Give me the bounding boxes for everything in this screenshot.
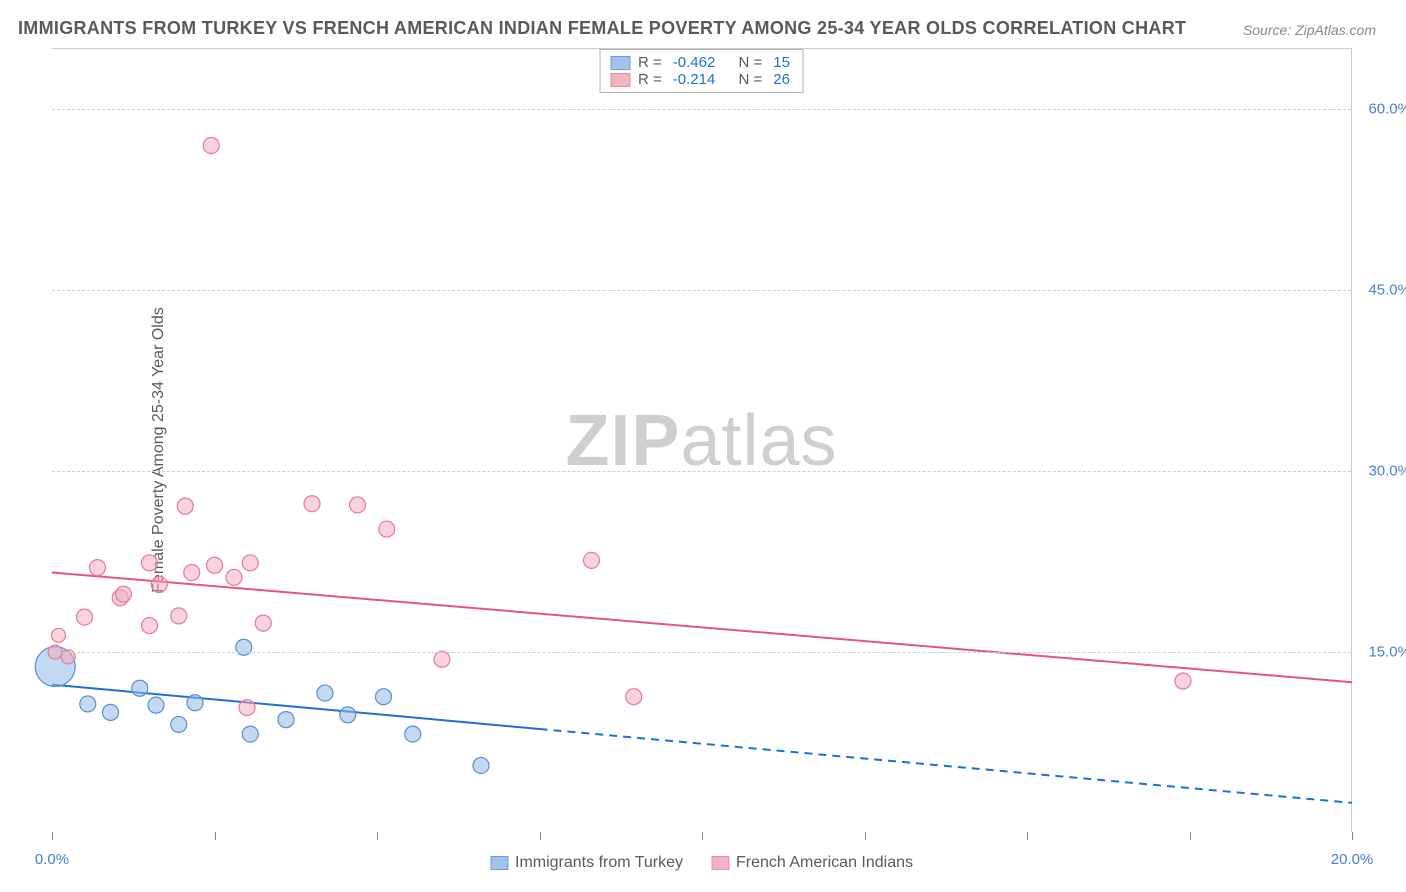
data-point xyxy=(242,555,258,571)
series-legend: Immigrants from Turkey French American I… xyxy=(490,854,913,872)
data-point xyxy=(317,685,333,701)
data-point xyxy=(340,707,356,723)
data-point xyxy=(132,680,148,696)
data-point xyxy=(434,651,450,667)
data-point xyxy=(203,137,219,153)
data-point xyxy=(584,552,600,568)
series-legend-label-turkey: Immigrants from Turkey xyxy=(515,854,683,872)
trend-line-dashed xyxy=(540,729,1353,803)
series-legend-item-turkey: Immigrants from Turkey xyxy=(490,854,683,872)
series-legend-item-french: French American Indians xyxy=(711,854,913,872)
data-point xyxy=(151,577,167,593)
data-point xyxy=(379,521,395,537)
data-point xyxy=(626,689,642,705)
x-tick xyxy=(52,832,53,840)
gridline xyxy=(52,652,1351,653)
data-point xyxy=(148,697,164,713)
data-point xyxy=(1175,673,1191,689)
data-point xyxy=(90,560,106,576)
data-point xyxy=(239,700,255,716)
data-point xyxy=(171,608,187,624)
gridline xyxy=(52,290,1351,291)
data-point xyxy=(80,696,96,712)
data-point xyxy=(242,726,258,742)
x-tick xyxy=(377,832,378,840)
x-tick xyxy=(540,832,541,840)
y-tick-label: 15.0% xyxy=(1356,644,1406,661)
data-point xyxy=(278,712,294,728)
legend-swatch-french xyxy=(711,856,729,870)
source-credit: Source: ZipAtlas.com xyxy=(1243,22,1376,38)
data-point xyxy=(103,704,119,720)
data-point xyxy=(207,557,223,573)
gridline xyxy=(52,109,1351,110)
data-point xyxy=(184,564,200,580)
x-tick xyxy=(702,832,703,840)
data-point xyxy=(226,569,242,585)
y-tick-label: 60.0% xyxy=(1356,101,1406,118)
plot-area: ZIPatlas R = -0.462 N = 15 R = -0.214 N … xyxy=(52,48,1352,832)
gridline xyxy=(52,471,1351,472)
y-tick-label: 30.0% xyxy=(1356,463,1406,480)
data-point xyxy=(171,716,187,732)
data-point xyxy=(116,586,132,602)
trend-line xyxy=(52,572,1352,682)
data-point xyxy=(52,628,66,642)
data-point xyxy=(376,689,392,705)
series-legend-label-french: French American Indians xyxy=(736,854,913,872)
trend-line xyxy=(52,685,540,729)
x-tick xyxy=(1027,832,1028,840)
data-point xyxy=(473,757,489,773)
data-point xyxy=(304,496,320,512)
y-tick-label: 45.0% xyxy=(1356,282,1406,299)
data-point xyxy=(142,618,158,634)
data-point xyxy=(405,726,421,742)
data-point xyxy=(77,609,93,625)
data-point xyxy=(255,615,271,631)
plot-svg xyxy=(52,49,1351,832)
data-point xyxy=(187,695,203,711)
x-tick-label: 0.0% xyxy=(35,851,69,868)
x-tick xyxy=(865,832,866,840)
x-tick-label: 20.0% xyxy=(1331,851,1374,868)
x-tick xyxy=(1190,832,1191,840)
data-point xyxy=(177,498,193,514)
data-point xyxy=(142,555,158,571)
x-tick xyxy=(215,832,216,840)
data-point xyxy=(350,497,366,513)
x-tick xyxy=(1352,832,1353,840)
legend-swatch-turkey xyxy=(490,856,508,870)
chart-title: IMMIGRANTS FROM TURKEY VS FRENCH AMERICA… xyxy=(18,18,1186,39)
